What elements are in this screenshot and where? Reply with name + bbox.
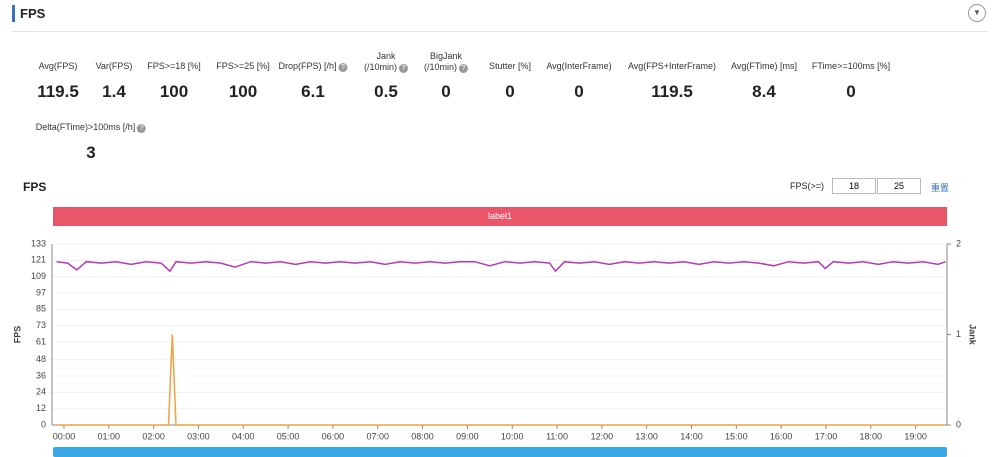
stat-label: Avg(FPS) (39, 61, 78, 72)
x-tick-label: 15:00 (725, 431, 748, 441)
stat-label-text: Avg(InterFrame) (546, 61, 612, 71)
stat-label-text: FPS>=18 [%] (147, 61, 201, 71)
help-icon[interactable]: ? (399, 64, 409, 73)
stat-label: Jank (/10min)? (363, 51, 409, 73)
series-line (56, 334, 946, 426)
y-tick-label: 85 (36, 304, 46, 314)
x-tick-label: 05:00 (277, 431, 300, 441)
stat-value: 0.5 (374, 82, 398, 101)
stat-label: BigJank (/10min)? (423, 51, 469, 73)
y-tick-label: 24 (36, 387, 46, 397)
stat-label-text: Avg(FTime) [ms] (730, 61, 798, 71)
stat-label-text: Delta(FTime)>100ms [/h] (35, 122, 136, 132)
stat-label: Avg(InterFrame) (546, 61, 611, 72)
y2-tick-label: 0 (956, 419, 961, 429)
x-tick-label: 09:00 (456, 431, 479, 441)
scrollbar[interactable] (53, 447, 947, 457)
stat-label-text: BigJank (/10min) (423, 51, 463, 72)
stat-value: 8.4 (752, 82, 776, 101)
y-tick-label: 48 (36, 354, 46, 364)
stat-value: 3 (86, 143, 96, 162)
y2-axis-label: Jank (968, 324, 978, 346)
stat-label-text: Avg(FPS) (38, 61, 78, 71)
x-tick-label: 11:00 (546, 431, 568, 441)
y-tick-label: 97 (36, 287, 46, 297)
stat-label: Avg(FPS+InterFrame) (628, 61, 716, 72)
divider (12, 31, 988, 32)
title-accent (12, 5, 15, 22)
stat-value: 100 (228, 82, 258, 101)
help-icon[interactable]: ? (338, 63, 348, 72)
y-tick-label: 12 (36, 403, 46, 413)
x-tick-label: 02:00 (142, 431, 165, 441)
stat-label: FTime>=100ms [%] (812, 61, 890, 72)
stat-label-text: Drop(FPS) [/h] (278, 61, 337, 71)
series-line (56, 260, 946, 273)
stat-value: 119.5 (651, 82, 693, 101)
stat-value: 0 (846, 82, 856, 101)
x-tick-label: 16:00 (770, 431, 793, 441)
stat-value: 100 (159, 82, 189, 101)
y-tick-label: 133 (31, 238, 46, 248)
stat-label: FPS>=18 [%] (147, 61, 201, 72)
y-tick-label: 0 (41, 419, 46, 429)
x-tick-label: 00:00 (53, 431, 76, 441)
y2-tick-label: 1 (956, 329, 961, 339)
stat-label: Avg(FTime) [ms] (731, 61, 797, 72)
x-tick-label: 10:00 (501, 431, 524, 441)
label-band: label1 (53, 207, 947, 226)
stat-label: Delta(FTime)>100ms [/h]? (35, 122, 147, 133)
collapse-button[interactable]: ▼ (968, 4, 986, 22)
x-tick-label: 07:00 (366, 431, 389, 441)
threshold-label: FPS(>=) (790, 181, 825, 191)
help-icon[interactable]: ? (137, 124, 147, 133)
stat-value: 6.1 (301, 82, 325, 101)
x-tick-label: 06:00 (322, 431, 345, 441)
y-axis-label: FPS (12, 326, 22, 344)
stat-label-text: FPS>=25 [%] (216, 61, 270, 71)
stat-label-text: Var(FPS) (95, 61, 133, 71)
x-tick-label: 08:00 (411, 431, 434, 441)
stat-label-text: Jank (/10min) (363, 51, 398, 72)
threshold-input[interactable] (832, 178, 876, 194)
stat-value: 119.5 (37, 82, 79, 101)
y-tick-label: 109 (31, 271, 46, 281)
x-tick-label: 17:00 (815, 431, 838, 441)
stat-value: 0 (441, 82, 451, 101)
y-tick-label: 36 (36, 370, 46, 380)
x-tick-label: 18:00 (860, 431, 883, 441)
x-tick-label: 12:00 (591, 431, 614, 441)
x-tick-label: 19:00 (904, 431, 927, 441)
stat-label: Var(FPS) (96, 61, 133, 72)
x-tick-label: 03:00 (187, 431, 210, 441)
x-tick-label: 13:00 (635, 431, 658, 441)
stat-label: Stutter [%] (489, 61, 531, 72)
stat-label-text: FTime>=100ms [%] (811, 61, 891, 71)
y-tick-label: 61 (36, 336, 46, 346)
stat-label-text: Stutter [%] (488, 61, 532, 71)
y-tick-label: 73 (36, 320, 46, 330)
chart-title: FPS (23, 180, 47, 194)
x-tick-label: 04:00 (232, 431, 255, 441)
reset-button[interactable]: 重置 (931, 183, 950, 193)
stat-value: 0 (505, 82, 515, 101)
threshold-input[interactable] (877, 178, 921, 194)
stat-label: Drop(FPS) [/h]? (278, 61, 348, 72)
y-tick-label: 121 (31, 255, 46, 265)
stat-value: 1.4 (102, 82, 126, 101)
help-icon[interactable]: ? (459, 64, 469, 73)
stat-value: 0 (574, 82, 584, 101)
y2-tick-label: 2 (956, 238, 961, 248)
x-tick-label: 01:00 (98, 431, 121, 441)
x-tick-label: 14:00 (680, 431, 703, 441)
page-title: FPS (20, 6, 46, 21)
stat-label: FPS>=25 [%] (216, 61, 270, 72)
stat-label-text: Avg(FPS+InterFrame) (627, 61, 717, 71)
